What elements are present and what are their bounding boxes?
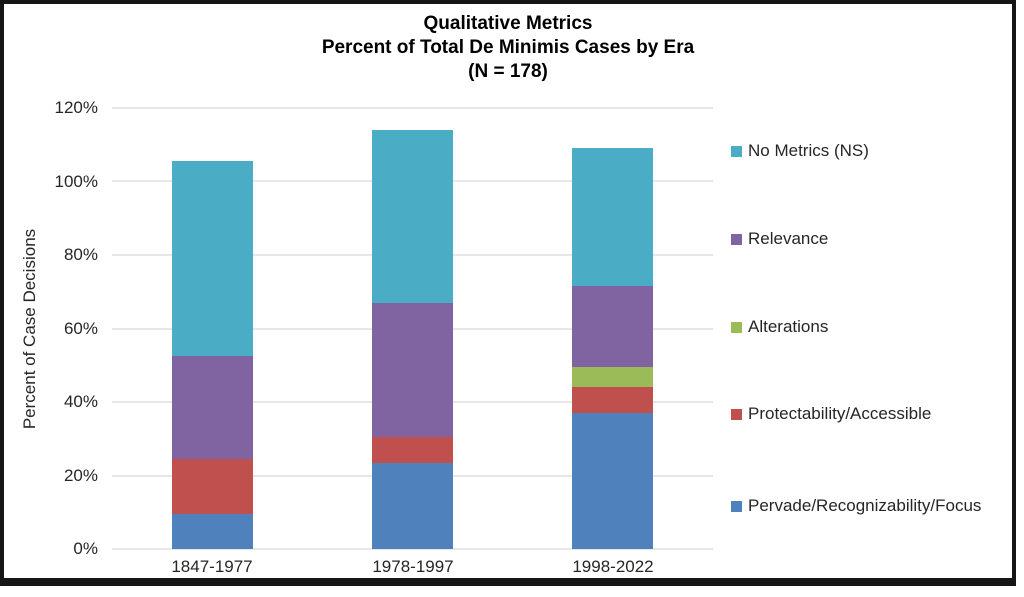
bar-segment-1847-1977-protectability-accessible (172, 459, 253, 515)
y-tick-label-40: 40% (63, 392, 98, 411)
gridline-120 (112, 107, 713, 109)
legend-label: Pervade/Recognizability/Focus (748, 496, 982, 515)
bar-segment-1978-1997-protectability-accessible (372, 436, 453, 463)
legend-swatch-icon (731, 233, 742, 245)
legend-item-protectability-accessible: Protectability/Accessible (731, 404, 931, 424)
legend: No Metrics (NS) Relevance Alterations Prote… (731, 0, 1016, 586)
chart-title: Qualitative Metrics Percent of Total De … (0, 12, 1016, 84)
chart-border (0, 0, 1016, 586)
legend-label: Protectability/Accessible (748, 404, 932, 423)
legend-swatch-icon (731, 145, 742, 157)
bar-segment-1847-1977-pervade-recognizability-focus (172, 514, 253, 549)
bar-segment-1998-2022-relevance (572, 286, 653, 368)
x-tick-label-1847-1977: 1847-1977 (171, 557, 253, 576)
legend-label: Relevance (748, 229, 829, 248)
chart-title-line-1: Qualitative Metrics (423, 13, 593, 34)
x-tick-label-1998-2022: 1998-2022 (572, 557, 654, 576)
y-tick-label-20: 20% (63, 466, 98, 485)
y-tick-label-0: 0% (73, 539, 98, 558)
y-tick-label-80: 80% (63, 245, 98, 264)
bar-segment-1998-2022-pervade-recognizability-focus (572, 413, 653, 549)
legend-swatch-icon (731, 408, 742, 420)
bar-segment-1998-2022-alterations (572, 367, 653, 388)
legend-item-alterations: Alterations (731, 317, 828, 337)
bar-segment-1998-2022-protectability-accessible (572, 387, 653, 413)
x-tick-label-1978-1997: 1978-1997 (372, 557, 454, 576)
bar-segment-1998-2022-no-metrics-ns- (572, 148, 653, 287)
legend-item-no-metrics-ns-: No Metrics (NS) (731, 141, 869, 161)
legend-swatch-icon (731, 321, 742, 333)
bar-segment-1978-1997-no-metrics-ns- (372, 130, 453, 303)
legend-swatch-icon (731, 500, 742, 512)
legend-item-pervade-recognizability-focus: Pervade/Recognizability/Focus (731, 496, 981, 516)
plot-area (112, 107, 713, 550)
chart-title-line-2: Percent of Total De Minimis Cases by Era (321, 37, 695, 58)
legend-item-relevance: Relevance (731, 229, 828, 249)
bar-segment-1847-1977-relevance (172, 356, 253, 459)
y-tick-label-60: 60% (63, 319, 98, 338)
legend-label: No Metrics (NS) (748, 141, 869, 160)
bar-1998-2022 (572, 108, 653, 549)
bar-segment-1978-1997-relevance (372, 302, 453, 437)
legend-label: Alterations (748, 317, 829, 336)
bar-1847-1977 (172, 108, 253, 549)
bar-segment-1847-1977-no-metrics-ns- (172, 161, 253, 357)
bar-1978-1997 (372, 108, 453, 549)
chart-title-line-3: (N = 178) (468, 61, 548, 82)
y-tick-label-100: 100% (54, 172, 98, 191)
gridline-0 (112, 548, 713, 550)
y-tick-label-120: 120% (54, 98, 98, 117)
bar-segment-1978-1997-pervade-recognizability-focus (372, 462, 453, 549)
